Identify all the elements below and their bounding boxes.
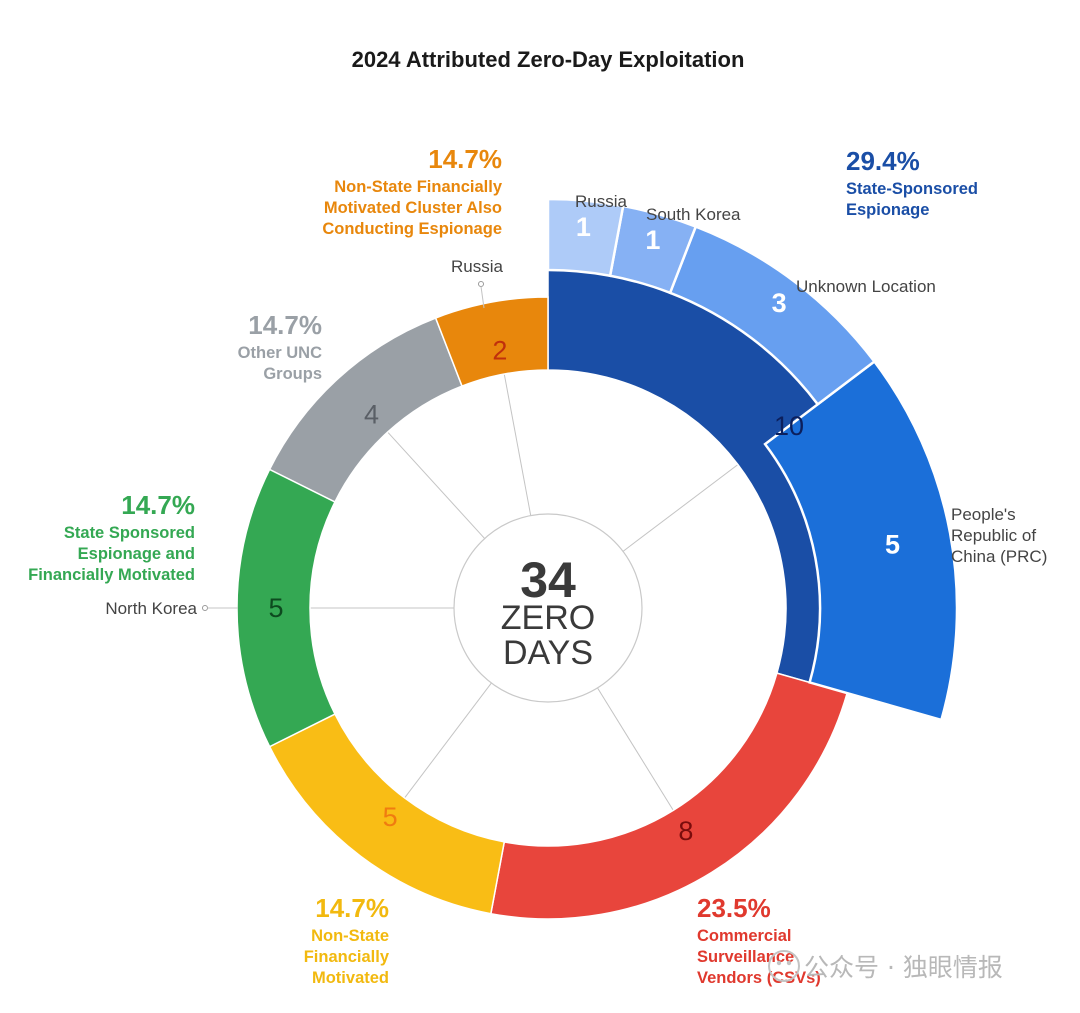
spoke-nonstate — [398, 682, 492, 807]
percent-label-state-fin: 14.7% — [121, 490, 195, 520]
spoke-unc — [380, 424, 486, 539]
value-label-unc: 4 — [364, 399, 379, 429]
group-label-state-fin: Espionage and — [78, 545, 195, 563]
group-label-cluster: Motivated Cluster Also — [324, 199, 502, 217]
outer-ring — [546, 197, 959, 722]
sub-value-label: 5 — [885, 530, 900, 560]
inner-ring — [236, 269, 887, 920]
sub-slice-1 — [668, 225, 877, 407]
wechat-icon-dot — [786, 960, 792, 966]
callout-line — [480, 286, 485, 309]
percent-label-espionage: 29.4% — [846, 146, 920, 176]
slice-csv — [489, 672, 849, 920]
group-label-unc: Groups — [263, 365, 322, 383]
spoke-cluster — [501, 364, 532, 516]
value-label-state-fin: 5 — [268, 593, 283, 623]
sub-label: People's — [951, 505, 1016, 524]
callout-dot — [478, 281, 484, 287]
group-label-state-fin: Financially Motivated — [28, 566, 195, 584]
sub-value-label: 3 — [772, 288, 787, 318]
group-label-nonstate: Motivated — [312, 969, 389, 987]
watermark: 公众号 · 独眼情报 — [768, 950, 1003, 982]
callout-label-north-korea: North Korea — [105, 599, 197, 618]
spoke-csv — [597, 687, 679, 820]
center-circle — [453, 513, 643, 703]
sub-label: China (PRC) — [951, 547, 1047, 566]
value-label-csv: 8 — [678, 816, 693, 846]
percent-label-cluster: 14.7% — [428, 144, 502, 174]
center-label-line2: DAYS — [503, 634, 593, 672]
group-label-unc: Other UNC — [238, 344, 322, 362]
value-label-cluster: 2 — [492, 335, 507, 365]
group-label-cluster: Conducting Espionage — [322, 220, 502, 238]
group-label-csv: Commercial — [697, 927, 791, 945]
sub-label: Russia — [575, 192, 628, 211]
sub-value-label: 1 — [645, 225, 660, 255]
sub-value-label: 1 — [576, 212, 591, 242]
center-total: 34 — [520, 552, 576, 608]
chart-labels: 10 8 5 5 4 2 5 3 1 1 People's Republic of China (PRC… — [28, 144, 1047, 987]
percent-label-nonstate: 14.7% — [315, 893, 389, 923]
callout-label-russia: Russia — [451, 257, 504, 276]
group-label-csv: Vendors (CSVs) — [697, 969, 821, 987]
sub-label: Republic of — [951, 526, 1036, 545]
group-label-state-fin: State Sponsored — [64, 524, 195, 542]
slice-cluster — [434, 296, 549, 388]
wechat-icon — [768, 950, 800, 982]
group-label-nonstate: Financially — [304, 948, 390, 966]
center-label-line1: ZERO — [501, 599, 595, 637]
group-label-espionage: State-Sponsored — [846, 180, 978, 198]
sub-slice-3 — [546, 197, 625, 278]
sub-slice-2 — [608, 204, 698, 295]
sub-label: South Korea — [646, 205, 741, 224]
watermark-text: 公众号 · 独眼情报 — [804, 953, 1003, 982]
percent-label-csv: 23.5% — [697, 893, 771, 923]
wechat-icon-dot — [776, 960, 782, 966]
sub-label: Unknown Location — [796, 277, 936, 296]
sub-slice-0 — [763, 359, 959, 722]
percent-label-unc: 14.7% — [248, 310, 322, 340]
group-label-espionage: Espionage — [846, 201, 929, 219]
callout-dot — [202, 605, 208, 611]
chart-title: 2024 Attributed Zero-Day Exploitation — [352, 47, 745, 72]
value-label-espionage: 10 — [774, 411, 804, 441]
value-label-nonstate: 5 — [383, 802, 398, 832]
group-label-cluster: Non-State Financially — [334, 178, 503, 196]
group-label-nonstate: Non-State — [311, 927, 389, 945]
